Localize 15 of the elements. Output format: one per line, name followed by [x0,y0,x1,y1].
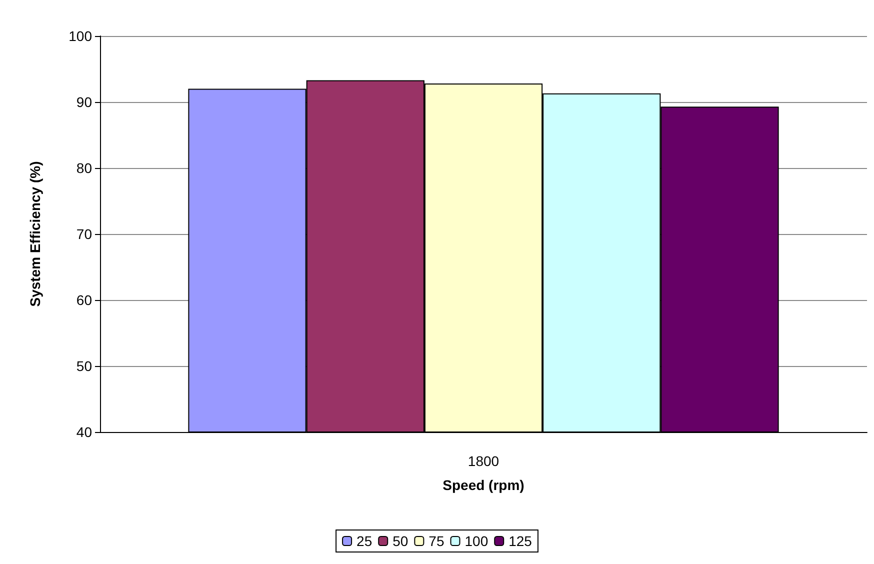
legend-label: 25 [356,533,372,549]
y-tick-label: 40 [76,424,92,440]
y-tick-label: 80 [76,160,92,176]
y-tick-label: 60 [76,292,92,308]
y-tick-label: 70 [76,226,92,242]
y-axis-title: System Efficiency (%) [27,161,43,307]
y-tick-label: 100 [68,28,92,44]
x-axis-title: Speed (rpm) [442,477,524,493]
x-tick-label: 1800 [468,453,500,469]
legend-label: 125 [508,533,532,549]
y-tick-label: 90 [76,94,92,110]
legend-label: 75 [428,533,444,549]
legend-label: 50 [392,533,408,549]
legend-label: 100 [464,533,488,549]
y-tick-label: 50 [76,358,92,374]
